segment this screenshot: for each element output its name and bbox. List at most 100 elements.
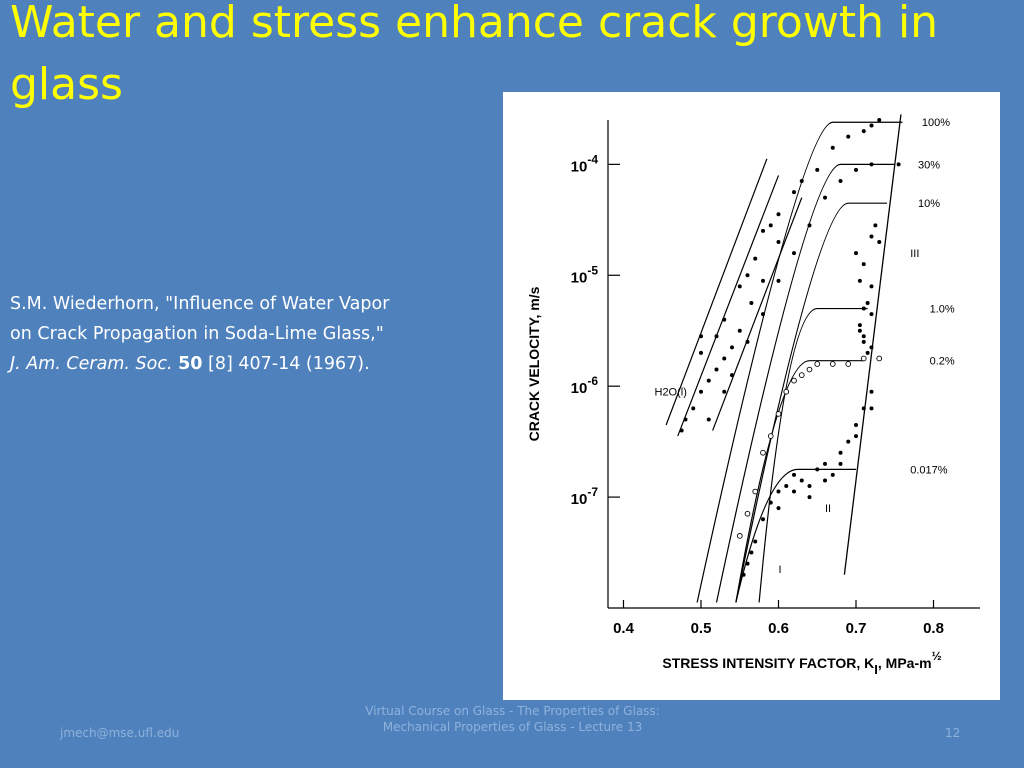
data-point <box>823 461 827 466</box>
data-point <box>699 334 703 339</box>
data-point <box>869 406 874 411</box>
data-point <box>749 301 754 305</box>
data-point <box>846 134 851 139</box>
data-point <box>877 118 882 122</box>
data-point <box>861 334 866 339</box>
data-point <box>706 417 711 422</box>
data-point <box>776 278 781 283</box>
data-point-open <box>775 411 782 417</box>
plateau-curve <box>758 307 868 603</box>
data-point <box>745 339 750 344</box>
data-point-open <box>876 355 883 362</box>
data-point <box>753 539 758 544</box>
data-point <box>730 373 734 378</box>
region-label: II <box>825 503 831 515</box>
data-point <box>768 500 773 505</box>
slide-title: Water and stress enhance crack growth in… <box>10 0 939 110</box>
data-point <box>761 278 765 283</box>
data-point <box>838 179 843 183</box>
data-point <box>706 378 711 383</box>
data-point <box>815 467 820 472</box>
data-point <box>807 495 812 500</box>
data-point <box>873 223 878 228</box>
y-tick-label: 10-5 <box>571 263 599 286</box>
data-point-open <box>736 533 743 539</box>
footer-course: Virtual Course on Glass - The Properties… <box>365 704 660 734</box>
series-label: 0.2% <box>930 356 955 368</box>
figure-panel: 0.4 0.5 0.6 0.7 0.8 10-4 10-5 10-6 10-7 CRACK VE… <box>503 92 1000 700</box>
citation-pages: [8] 407-14 (1967). <box>202 354 370 374</box>
chart-points <box>679 118 901 577</box>
data-point <box>854 251 858 256</box>
data-point <box>869 162 874 167</box>
chart-curves <box>665 114 903 603</box>
data-point <box>807 484 812 488</box>
plateau-curve <box>735 468 856 603</box>
data-point <box>838 450 843 455</box>
y-axis-title: CRACK VELOCITY, m/s <box>526 286 542 441</box>
data-point <box>807 223 812 228</box>
y-tick-label: 10-4 <box>571 152 599 175</box>
data-point-open <box>760 449 766 456</box>
water-line-2 <box>712 197 803 431</box>
data-point <box>846 439 851 444</box>
citation-line-3: J. Am. Ceram. Soc. 50 [8] 407-14 (1967). <box>10 349 490 379</box>
data-point-open <box>806 366 813 373</box>
data-point <box>877 240 882 244</box>
region-label: III <box>910 248 919 260</box>
x-axis-title: STRESS INTENSITY FACTOR, KI, MPa-m½ <box>662 649 941 677</box>
data-point <box>768 223 773 228</box>
series-label: 0.017% <box>910 464 948 476</box>
citation: S.M. Wiederhorn, "Influence of Water Vap… <box>10 289 490 379</box>
data-point <box>869 284 874 289</box>
data-point <box>776 240 781 244</box>
data-point <box>722 317 727 322</box>
data-point <box>753 256 758 261</box>
data-point <box>861 339 866 344</box>
chart-labels: CRACK VELOCITY, m/s STRESS INTENSITY FACT… <box>526 117 955 677</box>
data-point-open <box>744 510 751 517</box>
data-point <box>854 423 858 427</box>
series-label: 30% <box>918 159 940 171</box>
citation-journal: J. Am. Ceram. Soc. <box>10 354 173 374</box>
series-label: H2O(l) <box>655 387 687 399</box>
data-point <box>792 190 796 195</box>
data-point <box>869 123 874 128</box>
data-point <box>823 195 827 200</box>
data-point <box>861 406 866 411</box>
y-tick-label: 10-6 <box>571 374 599 397</box>
data-point <box>683 417 688 422</box>
plateau-curve <box>715 163 895 603</box>
data-point <box>857 328 862 333</box>
data-point <box>830 145 835 150</box>
citation-line-1: S.M. Wiederhorn, "Influence of Water Vap… <box>10 294 390 314</box>
data-point-open <box>783 388 790 395</box>
plateau-curve <box>735 360 864 603</box>
data-point <box>741 572 746 577</box>
data-point <box>830 472 835 477</box>
data-point-open <box>829 361 836 367</box>
data-point <box>714 334 719 339</box>
x-tick-label: 0.4 <box>613 620 635 637</box>
footer-page-number: 12 <box>945 726 961 740</box>
series-label: 1.0% <box>930 304 955 316</box>
x-tick-label: 0.6 <box>768 620 789 637</box>
footer-email: jmech@mse.ufl.edu <box>60 726 180 740</box>
x-tick-label: 0.5 <box>691 620 712 637</box>
series-label: 100% <box>922 117 950 129</box>
data-point-open <box>791 377 797 384</box>
data-point-open <box>845 361 852 367</box>
data-point <box>776 506 781 511</box>
data-point <box>869 312 874 317</box>
data-point <box>861 129 866 134</box>
series-label: 10% <box>918 198 940 210</box>
data-point <box>784 484 789 488</box>
data-point <box>749 550 754 555</box>
data-point-open <box>767 433 774 439</box>
data-point <box>861 262 866 267</box>
plateau-curve <box>696 121 903 603</box>
data-point <box>699 350 703 355</box>
data-point <box>745 561 750 566</box>
data-point-open <box>752 488 759 495</box>
data-point <box>745 273 750 278</box>
